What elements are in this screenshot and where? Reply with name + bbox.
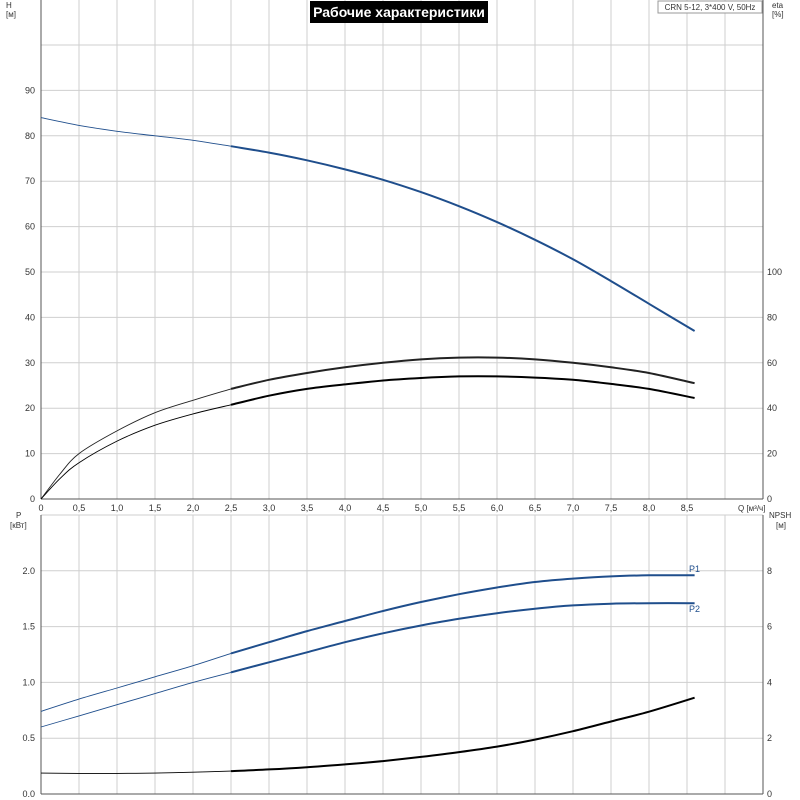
chart-title: Рабочие характеристики bbox=[313, 4, 485, 20]
x-tick-label: 6,0 bbox=[491, 503, 504, 513]
series-eta-lower-line-extended bbox=[40, 404, 232, 500]
text-layer: 0 0,5 1,0 1,5 2,0 2,5 3,0 3,5 4,0 4,5 5,0 5,5 6,0 6,5… bbox=[22, 85, 782, 799]
x-tick-label: 5,0 bbox=[415, 503, 428, 513]
x-tick-label: 4,5 bbox=[377, 503, 390, 513]
series-eta-upper-line-extended bbox=[40, 388, 232, 500]
x-tick-label: 3,0 bbox=[263, 503, 276, 513]
bottom-left-axis-label: P bbox=[16, 511, 21, 520]
series-npsh-line bbox=[230, 696, 695, 773]
series-p1-line bbox=[230, 574, 695, 655]
x-tick-label: 1,5 bbox=[149, 503, 162, 513]
y-left-tick-label: 70 bbox=[25, 176, 35, 186]
x-tick-label: 2,0 bbox=[187, 503, 200, 513]
y-left-tick-label: 0 bbox=[30, 494, 35, 504]
x-tick-label: 8,5 bbox=[681, 503, 694, 513]
y-left-tick-label: 1.5 bbox=[22, 622, 35, 632]
y-left-tick-label: 1.0 bbox=[22, 677, 35, 687]
x-tick-label: 0 bbox=[38, 503, 43, 513]
y-left-tick-label: 0.0 bbox=[22, 789, 35, 799]
x-tick-label: 7,0 bbox=[567, 503, 580, 513]
series-eta-lower-line bbox=[230, 375, 695, 406]
y-right-tick-label: 100 bbox=[767, 267, 782, 277]
series-p2-line-extended bbox=[40, 671, 232, 728]
series-h-line bbox=[230, 145, 696, 332]
x-tick-label: 7,5 bbox=[605, 503, 618, 513]
y-left-tick-label: 60 bbox=[25, 222, 35, 232]
x-tick-label: 8,0 bbox=[643, 503, 656, 513]
x-tick-label: 1,0 bbox=[111, 503, 124, 513]
bottom-right-axis-label: NPSH bbox=[769, 511, 791, 520]
x-tick-label: 6,5 bbox=[529, 503, 542, 513]
series-p1-line-extended bbox=[40, 652, 232, 712]
series-npsh-line-extended bbox=[40, 770, 232, 774]
series-h-line-extended bbox=[40, 117, 232, 147]
model-badge bbox=[657, 0, 763, 14]
bottom-left-axis-unit: [кВт] bbox=[10, 521, 27, 530]
y-left-tick-label: 80 bbox=[25, 131, 35, 141]
model-badge-text: CRN 5-12, 3*400 V, 50Hz bbox=[665, 3, 756, 12]
series-label-p2: P2 bbox=[689, 604, 700, 614]
top-right-axis-label: eta bbox=[772, 1, 784, 10]
bottom-right-axis-unit: [м] bbox=[776, 521, 786, 530]
top-right-axis-unit: [%] bbox=[772, 10, 784, 19]
grid-layer bbox=[40, 0, 764, 795]
x-tick-label: 0,5 bbox=[73, 503, 86, 513]
y-left-tick-label: 2.0 bbox=[22, 566, 35, 576]
y-left-tick-label: 90 bbox=[25, 85, 35, 95]
y-right-tick-label: 40 bbox=[767, 403, 777, 413]
y-left-tick-label: 0.5 bbox=[22, 733, 35, 743]
y-left-tick-label: 20 bbox=[25, 403, 35, 413]
series-eta-upper-line bbox=[230, 356, 695, 390]
y-right-tick-label: 0 bbox=[767, 494, 772, 504]
y-right-tick-label: 60 bbox=[767, 358, 777, 368]
y-right-tick-label: 20 bbox=[767, 449, 777, 459]
series-p2-line bbox=[230, 602, 695, 674]
x-tick-label: 2,5 bbox=[225, 503, 238, 513]
curve-layer bbox=[40, 117, 696, 774]
y-right-tick-label: 0 bbox=[767, 789, 772, 799]
top-left-axis-unit: [м] bbox=[6, 10, 16, 19]
y-left-tick-label: 50 bbox=[25, 267, 35, 277]
series-label-p1: P1 bbox=[689, 564, 700, 574]
y-right-tick-label: 6 bbox=[767, 622, 772, 632]
y-right-tick-label: 4 bbox=[767, 677, 772, 687]
x-tick-label: 4,0 bbox=[339, 503, 352, 513]
y-right-tick-label: 80 bbox=[767, 312, 777, 322]
y-left-tick-label: 30 bbox=[25, 358, 35, 368]
top-left-axis-label: H bbox=[6, 1, 12, 10]
x-tick-label: 5,5 bbox=[453, 503, 466, 513]
y-left-tick-label: 10 bbox=[25, 449, 35, 459]
y-left-tick-label: 40 bbox=[25, 312, 35, 322]
x-tick-label: 3,5 bbox=[301, 503, 314, 513]
y-right-tick-label: 2 bbox=[767, 733, 772, 743]
title-background bbox=[310, 1, 488, 23]
y-right-tick-label: 8 bbox=[767, 566, 772, 576]
top-x-axis-label: Q [м³/ч] bbox=[738, 504, 765, 513]
